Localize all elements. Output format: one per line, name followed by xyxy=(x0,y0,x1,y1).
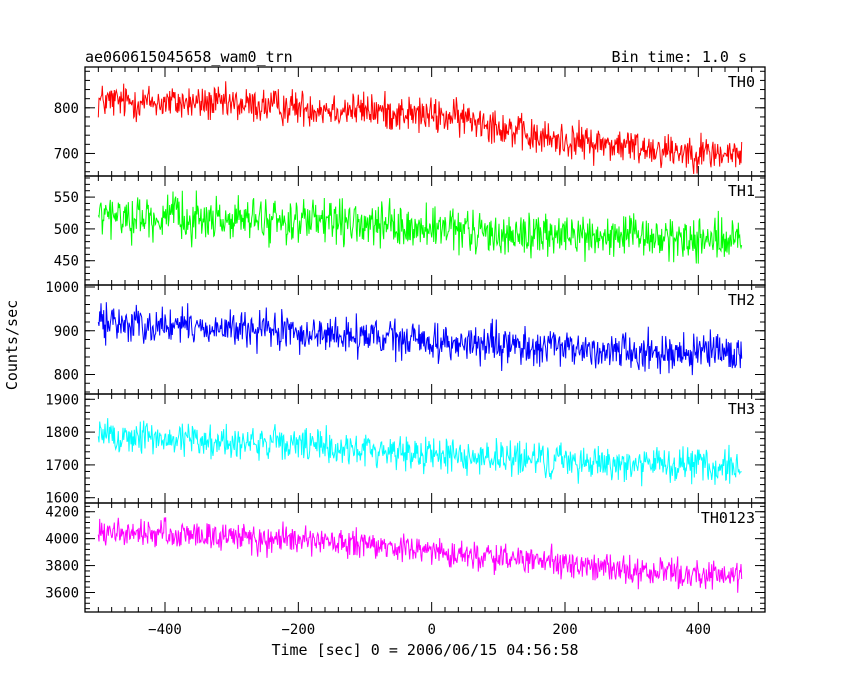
y-tick-label: 450 xyxy=(54,254,79,270)
panel-th2: 800 900 1000 TH2 xyxy=(45,280,766,395)
panel-th0123: 3600 3800 4000 4200 TH0123 xyxy=(45,502,766,613)
panel-th3: 1600 1700 1800 1900 TH3 xyxy=(45,392,766,507)
series-line-th2 xyxy=(97,302,743,376)
y-tick-label: 800 xyxy=(54,101,79,117)
x-tick-label: 400 xyxy=(686,622,711,638)
panel-label: TH3 xyxy=(728,400,755,418)
y-tick-label: 1600 xyxy=(45,491,79,507)
y-tick-label: 1900 xyxy=(45,392,79,408)
y-tick-label: 500 xyxy=(54,222,79,238)
y-tick-label: 550 xyxy=(54,190,79,206)
panel-frame xyxy=(84,502,766,613)
series-line-th3 xyxy=(97,418,742,487)
x-tick-label: −400 xyxy=(148,622,182,638)
series-line-th1 xyxy=(97,190,743,264)
bin-time-label: Bin time: 1.0 s xyxy=(612,48,747,66)
panel-label: TH0 xyxy=(728,73,755,91)
y-tick-label: 1000 xyxy=(45,280,79,296)
y-tick-label: 3800 xyxy=(45,559,79,575)
y-tick-label: 1700 xyxy=(45,458,79,474)
series-line-th0 xyxy=(97,81,743,175)
panels-group: 700 800 TH0 450 500 550 TH1 800 900 1000 TH2 1600 17… xyxy=(45,66,766,638)
x-tick-label: −200 xyxy=(281,622,315,638)
x-axis-label: Time [sec] 0 = 2006/06/15 04:56:58 xyxy=(271,641,578,659)
y-tick-label: 1800 xyxy=(45,425,79,441)
series-line-th0123 xyxy=(97,517,743,593)
y-axis-label: Counts/sec xyxy=(3,300,21,390)
x-tick-label: 0 xyxy=(427,622,435,638)
panel-label: TH0123 xyxy=(701,509,755,527)
panel-th0: 700 800 TH0 xyxy=(54,66,766,177)
panel-label: TH1 xyxy=(728,182,755,200)
chart-title: ae060615045658_wam0_trn xyxy=(85,48,293,66)
y-tick-label: 3600 xyxy=(45,586,79,602)
panel-th1: 450 500 550 TH1 xyxy=(54,175,766,286)
y-tick-label: 700 xyxy=(54,146,79,162)
y-tick-label: 900 xyxy=(54,324,79,340)
panel-label: TH2 xyxy=(728,291,755,309)
y-tick-label: 4200 xyxy=(45,505,79,521)
y-tick-label: 800 xyxy=(54,368,79,384)
x-tick-label: 200 xyxy=(552,622,577,638)
y-tick-label: 4000 xyxy=(45,532,79,548)
